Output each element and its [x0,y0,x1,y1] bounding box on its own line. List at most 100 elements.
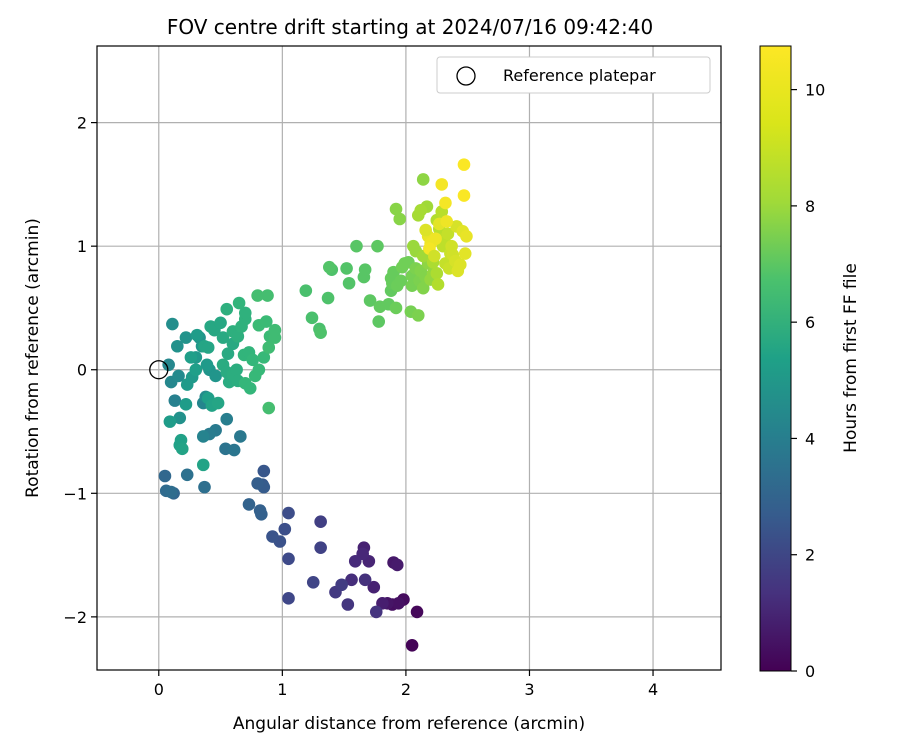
data-point [314,541,327,554]
legend: Reference platepar [436,56,711,94]
data-points [158,158,473,652]
data-point [180,378,194,391]
data-point [230,363,243,377]
data-point [405,638,419,652]
data-point [179,398,193,411]
data-point [257,464,271,478]
data-point [411,309,425,322]
data-point [196,430,210,443]
data-point [220,302,234,316]
y-axis: −2 −1 0 1 2 [63,114,97,627]
plot-frame [96,45,722,671]
data-point [389,301,403,315]
data-point [419,223,432,237]
data-point [439,196,452,210]
data-point [390,558,404,572]
data-point [393,212,407,226]
data-point [431,278,445,291]
data-point [345,573,358,587]
data-point [261,289,274,302]
data-point [306,575,320,589]
y-axis-label: Rotation from reference (arcmin) [23,218,43,498]
data-point [190,328,204,342]
data-point [458,247,472,260]
data-point [171,339,184,353]
data-point [363,294,377,307]
data-point [268,323,282,337]
data-point [348,554,362,568]
data-point [358,263,372,276]
data-point [164,485,178,499]
x-tick-label: 2 [401,680,411,699]
data-point [168,394,182,407]
colorbar: 0 2 4 6 8 10 Hours from first FF file [759,45,861,681]
data-point [367,580,381,594]
data-point [282,552,295,566]
data-point [262,341,276,354]
data-point [209,369,222,383]
data-point [184,351,198,364]
data-point [314,326,327,339]
data-point [429,232,442,246]
data-point [172,369,185,383]
data-point [430,267,444,280]
colorbar-tick-label: 2 [805,546,815,565]
data-point [369,605,383,619]
data-point [428,249,441,263]
data-point [201,341,215,354]
data-point [278,522,292,536]
data-point [204,320,217,333]
data-point [350,239,363,253]
data-point [282,506,295,520]
data-point [242,498,256,511]
data-point [166,317,179,331]
data-point [282,592,295,605]
x-tick-label: 4 [648,680,658,699]
data-point [227,443,241,457]
colorbar-ticks: 0 2 4 6 8 10 [791,81,825,681]
data-point [243,381,257,395]
data-point [335,578,348,592]
colorbar-tick-label: 8 [805,197,815,216]
data-point [180,468,194,482]
data-point [259,315,273,328]
data-point [238,306,252,320]
data-point [340,262,353,275]
x-tick-label: 3 [524,680,534,699]
data-point [266,530,279,543]
data-point [200,358,214,372]
legend-entry: Reference platepar [503,66,656,85]
x-axis-label: Angular distance from reference (arcmin) [233,714,585,734]
data-point [234,430,247,443]
data-point [189,363,203,377]
colorbar-tick-label: 0 [805,662,815,681]
colorbar-tick-label: 10 [805,81,825,100]
data-point [216,331,230,344]
data-point [392,596,405,610]
y-tick-label: 0 [77,361,87,380]
data-point [410,605,424,619]
data-point [214,316,227,330]
data-point [175,442,189,456]
x-axis: 0 1 2 3 4 [154,670,658,699]
data-point [163,415,177,428]
colorbar-tick-label: 4 [805,429,815,448]
data-point [179,331,193,344]
data-point [262,401,276,415]
y-tick-label: −1 [63,484,87,503]
colorbar-tick-label: 6 [805,313,815,332]
data-point [457,158,471,171]
x-tick-label: 0 [154,680,164,699]
data-point [394,274,408,288]
data-point [371,239,384,253]
data-point [372,315,386,328]
data-point [196,458,210,472]
data-point [453,258,467,272]
data-point [173,411,187,425]
colorbar-label: Hours from first FF file [841,263,861,453]
data-point [232,296,246,310]
data-point [231,330,245,343]
reference-marker [149,360,169,380]
data-point [342,276,356,290]
